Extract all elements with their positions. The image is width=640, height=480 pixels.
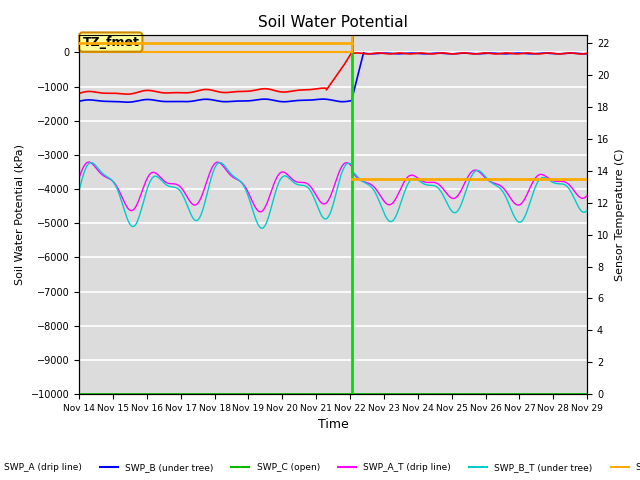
Text: TZ_fmet: TZ_fmet xyxy=(83,36,140,48)
Legend: SWP_A (drip line), SWP_B (under tree), SWP_C (open), SWP_A_T (drip line), SWP_B_: SWP_A (drip line), SWP_B (under tree), S… xyxy=(0,459,640,476)
Y-axis label: Sensor Temperature (C): Sensor Temperature (C) xyxy=(615,148,625,281)
Title: Soil Water Potential: Soil Water Potential xyxy=(258,15,408,30)
X-axis label: Time: Time xyxy=(317,419,349,432)
Y-axis label: Soil Water Potential (kPa): Soil Water Potential (kPa) xyxy=(15,144,25,285)
Bar xyxy=(79,36,352,52)
